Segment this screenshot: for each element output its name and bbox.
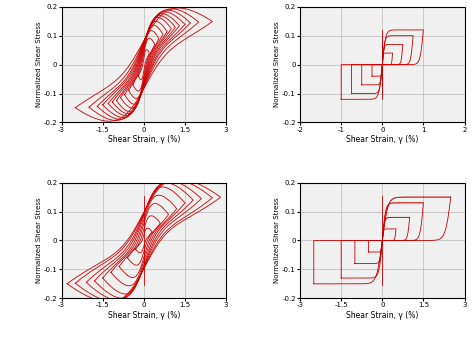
Y-axis label: Normalized Shear Stress: Normalized Shear Stress [274, 198, 280, 283]
X-axis label: Shear Strain, γ (%): Shear Strain, γ (%) [346, 135, 419, 144]
X-axis label: Shear Strain, γ (%): Shear Strain, γ (%) [108, 135, 180, 144]
X-axis label: Shear Strain, γ (%): Shear Strain, γ (%) [108, 311, 180, 320]
Y-axis label: Normalized Shear Stress: Normalized Shear Stress [36, 22, 42, 107]
X-axis label: Shear Strain, γ (%): Shear Strain, γ (%) [346, 311, 419, 320]
Y-axis label: Normalized Shear Stress: Normalized Shear Stress [274, 22, 280, 107]
Y-axis label: Normalized Shear Stress: Normalized Shear Stress [36, 198, 42, 283]
